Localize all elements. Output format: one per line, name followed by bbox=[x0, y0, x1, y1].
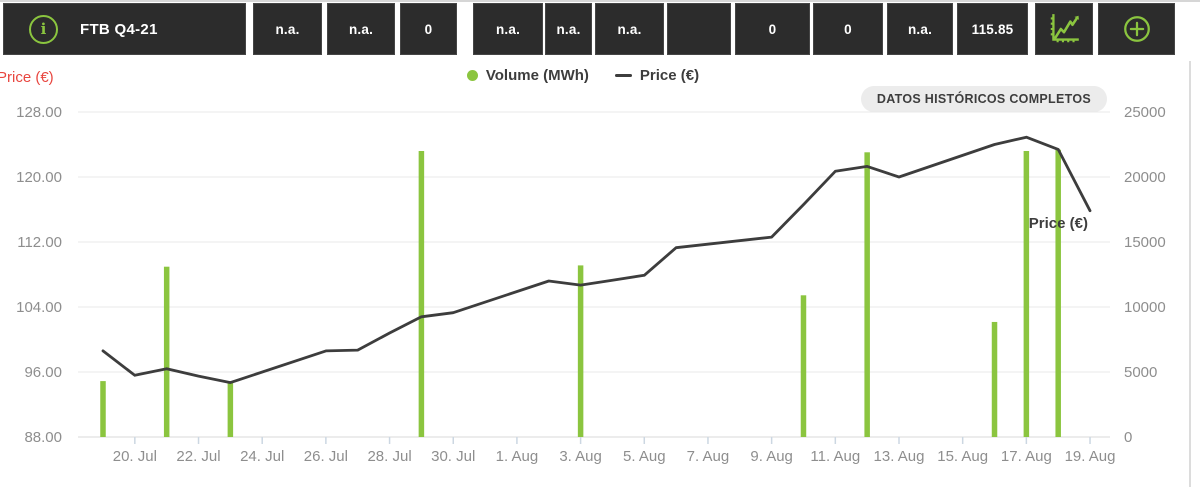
y-left-tick-label: 96.00 bbox=[24, 364, 62, 381]
legend-item-volume[interactable]: Volume (MWh) bbox=[466, 67, 589, 84]
legend-label: Price (€) bbox=[639, 67, 700, 84]
volume-bar bbox=[1055, 149, 1061, 437]
chart-area: Price (€) Volume (MWh) Price (€) DATOS HI… bbox=[0, 57, 1200, 487]
right-pane-divider bbox=[1189, 61, 1191, 487]
topbar-cell[interactable]: 0 bbox=[813, 3, 883, 55]
x-tick-label: 24. Jul bbox=[240, 448, 284, 464]
chart-view-button[interactable] bbox=[1035, 3, 1093, 55]
x-tick-label: 17. Aug bbox=[1001, 448, 1052, 464]
top-border-strip bbox=[0, 0, 1200, 2]
x-tick-label: 15. Aug bbox=[937, 448, 988, 464]
volume-bar bbox=[864, 152, 870, 438]
x-tick-label: 19. Aug bbox=[1065, 448, 1116, 464]
topbar: i FTB Q4-21 n.a. n.a. 0 n.a. n.a. n.a. 0 0 n.a. 1… bbox=[0, 2, 1200, 57]
topbar-cell[interactable]: n.a. bbox=[253, 3, 322, 55]
add-circle-icon bbox=[1123, 16, 1150, 42]
add-button[interactable] bbox=[1098, 3, 1175, 55]
price-line bbox=[101, 135, 1092, 385]
y-left-tick-label: 112.00 bbox=[17, 234, 62, 251]
x-tick-label: 30. Jul bbox=[431, 448, 475, 464]
topbar-cell[interactable]: 115.85 bbox=[957, 3, 1028, 55]
x-tick-label: 9. Aug bbox=[750, 448, 793, 464]
volume-bar bbox=[991, 321, 998, 437]
y-right-tick-label: 15000 bbox=[1124, 234, 1166, 251]
y-left-tick-label: 88.00 bbox=[24, 429, 62, 446]
y-right-tick-label: 20000 bbox=[1124, 169, 1166, 186]
x-tick-label: 13. Aug bbox=[874, 448, 925, 464]
left-axis-title: Price (€) bbox=[0, 69, 54, 86]
topbar-cell-empty[interactable] bbox=[667, 3, 731, 55]
volume-bar bbox=[418, 151, 425, 437]
x-tick-label: 3. Aug bbox=[559, 448, 602, 464]
legend-volume-swatch bbox=[466, 70, 478, 81]
volume-bar bbox=[1023, 151, 1030, 437]
x-tick-label: 20. Jul bbox=[113, 448, 157, 464]
topbar-cell[interactable]: 0 bbox=[400, 3, 457, 55]
chart-svg[interactable]: 128.00 25000 120.00 20000 112.00 15000 104.00 1… bbox=[0, 104, 1200, 464]
y-left-tick-label: 128.00 bbox=[16, 104, 62, 121]
volume-bar bbox=[800, 295, 807, 437]
topbar-cells: n.a. n.a. 0 n.a. n.a. n.a. 0 0 n.a. 115.85 bbox=[246, 3, 1028, 55]
x-tick-label: 11. Aug bbox=[810, 448, 860, 464]
topbar-cell[interactable]: n.a. bbox=[595, 3, 664, 55]
chart-icon bbox=[1050, 14, 1079, 43]
x-tick-label: 5. Aug bbox=[623, 448, 666, 464]
legend: Volume (MWh) Price (€) bbox=[0, 67, 1183, 84]
legend-label: Volume (MWh) bbox=[485, 67, 589, 84]
x-tick-label: 22. Jul bbox=[176, 448, 220, 464]
price-series-label: Price (€) bbox=[1029, 215, 1088, 232]
product-box[interactable]: i FTB Q4-21 bbox=[3, 3, 246, 55]
info-icon[interactable]: i bbox=[29, 14, 58, 44]
legend-item-price[interactable]: Price (€) bbox=[614, 67, 700, 84]
product-label: FTB Q4-21 bbox=[80, 20, 158, 38]
volume-bar bbox=[100, 381, 106, 437]
historical-data-button[interactable]: DATOS HISTÓRICOS COMPLETOS bbox=[860, 86, 1107, 112]
y-right-tick-label: 25000 bbox=[1124, 104, 1166, 121]
y-right-tick-label: 5000 bbox=[1124, 364, 1157, 381]
topbar-cell[interactable]: n.a. bbox=[887, 3, 953, 55]
topbar-cell[interactable]: n.a. bbox=[545, 3, 592, 55]
topbar-cell[interactable]: n.a. bbox=[327, 3, 395, 55]
volume-bar bbox=[227, 381, 234, 437]
x-tick-label: 1. Aug bbox=[496, 448, 539, 464]
y-right-tick-label: 10000 bbox=[1124, 299, 1166, 316]
x-tick-label: 28. Jul bbox=[367, 448, 411, 464]
y-right-tick-label: 0 bbox=[1124, 429, 1132, 446]
legend-price-swatch bbox=[614, 74, 632, 77]
x-tick-label: 7. Aug bbox=[687, 448, 730, 464]
volume-bar bbox=[163, 266, 170, 437]
y-left-tick-label: 104.00 bbox=[16, 299, 62, 316]
y-left-tick-label: 120.00 bbox=[16, 169, 62, 186]
x-tick-label: 26. Jul bbox=[304, 448, 348, 464]
topbar-cell[interactable]: n.a. bbox=[473, 3, 543, 55]
topbar-cell[interactable]: 0 bbox=[735, 3, 810, 55]
volume-bar bbox=[577, 265, 584, 437]
